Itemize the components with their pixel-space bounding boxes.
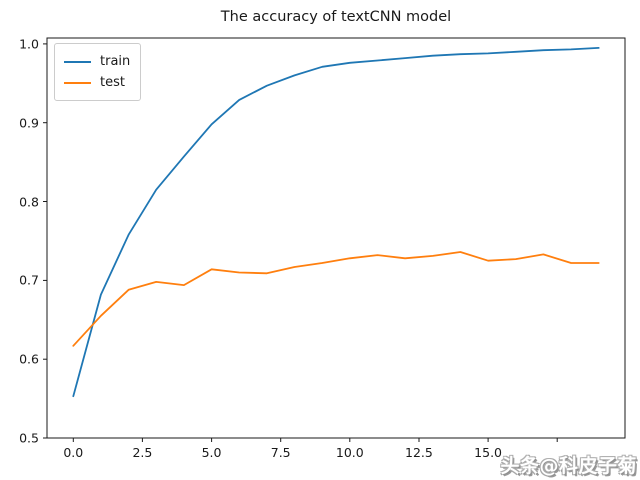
watermark: 头条@科皮子菊 — [500, 455, 637, 477]
legend-label: train — [100, 54, 131, 69]
y-tick-label: 0.9 — [19, 115, 39, 131]
legend-line-sample-test — [64, 81, 91, 84]
legend: train test — [54, 43, 142, 101]
y-tick-label: 0.5 — [19, 430, 39, 446]
x-tick-label: 0.0 — [63, 445, 84, 460]
legend-label: test — [100, 75, 125, 90]
x-tick-label: 10.0 — [335, 445, 364, 460]
series-line-train — [72, 47, 600, 398]
x-tick-label: 15.0 — [474, 445, 503, 460]
y-tick-label: 0.6 — [19, 351, 39, 367]
y-tick-label: 0.8 — [19, 194, 39, 210]
legend-entry-train: train — [64, 51, 130, 72]
y-tick-label: 1.0 — [19, 36, 39, 52]
x-tick-label: 5.0 — [201, 445, 222, 460]
plot-spines — [46, 37, 626, 439]
series-line-test — [72, 251, 600, 347]
x-tick-label: 7.5 — [270, 445, 291, 460]
chart-title: The accuracy of textCNN model — [220, 9, 452, 25]
legend-entry-test: test — [64, 72, 130, 93]
y-tick-label: 0.7 — [19, 272, 39, 288]
legend-line-sample-train — [64, 60, 91, 63]
x-tick-label: 2.5 — [132, 445, 153, 460]
x-tick-label: 12.5 — [405, 445, 433, 460]
